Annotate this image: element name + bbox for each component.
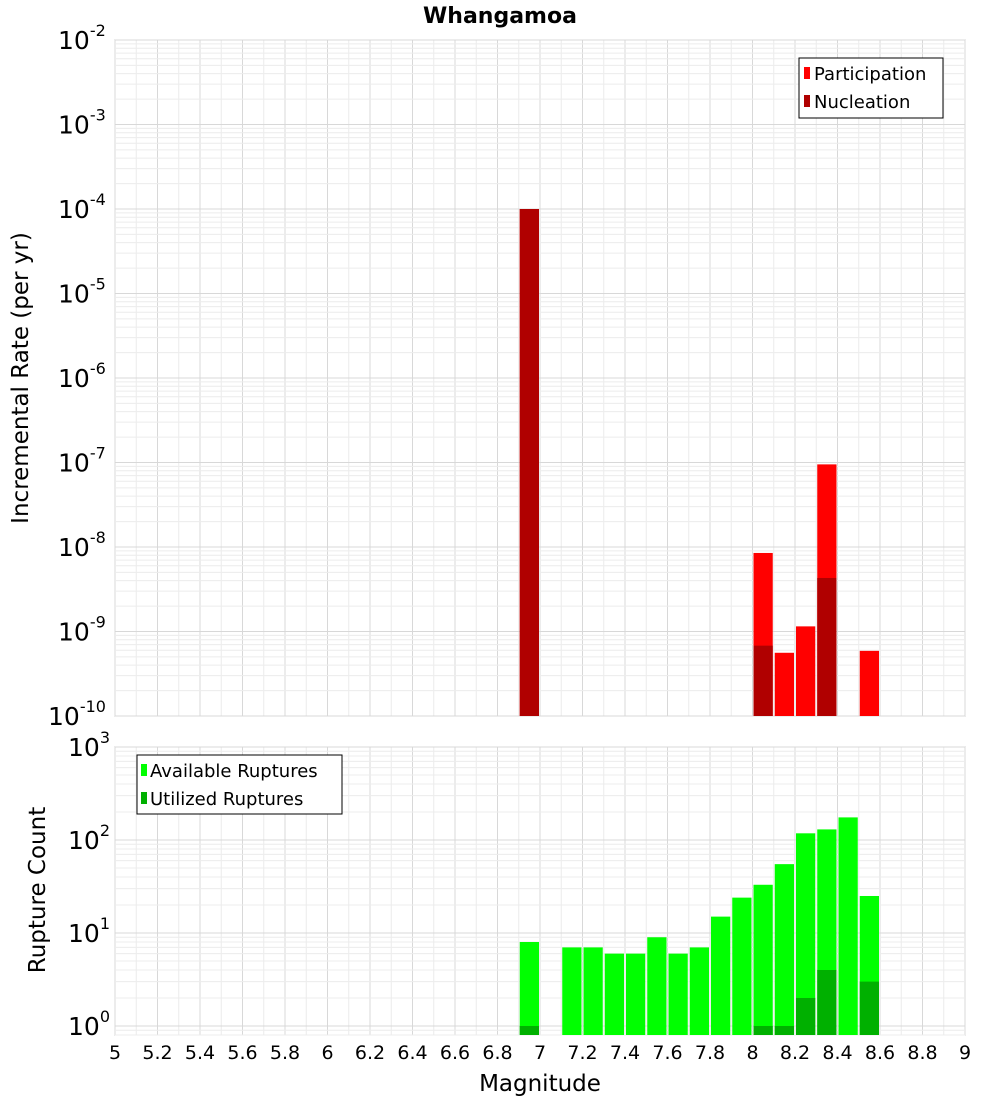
bottom-bar-available-ruptures — [583, 947, 603, 1035]
bottom-grid — [114, 746, 966, 1036]
legend-label-participation: Participation — [814, 64, 926, 85]
top-panel: 10-2 10-3 10-4 10-5 10-6 10-7 10-8 10-9 10-10 In… — [8, 21, 966, 731]
legend-label-available: Available Ruptures — [150, 761, 318, 782]
bottom-bar-available-ruptures — [774, 864, 794, 1035]
y-tick-label: 10-2 — [58, 21, 106, 55]
x-tick-labels: 5 5.2 5.4 5.6 5.8 6 6.2 6.4 6.6 6.8 7 7.2 7.4 7.6 7.8 8… — [109, 1042, 971, 1064]
x-tick-label: 6 — [321, 1042, 333, 1064]
x-tick-label: 8.6 — [865, 1042, 895, 1064]
chart-title: Whangamoa — [423, 4, 577, 29]
top-y-ticks: 10-2 10-3 10-4 10-5 10-6 10-7 10-8 10-9 10-10 — [48, 21, 106, 731]
y-tick-label: 10-8 — [58, 528, 106, 562]
bottom-bar-available-ruptures — [796, 833, 816, 1035]
top-bar-participation — [796, 626, 816, 716]
x-tick-label: 5.2 — [142, 1042, 172, 1064]
y-tick-label: 102 — [68, 821, 110, 855]
x-tick-label: 8.4 — [822, 1042, 852, 1064]
y-tick-label: 10-5 — [58, 275, 106, 309]
bottom-y-axis-label: Rupture Count — [25, 807, 51, 973]
x-tick-label: 7.2 — [567, 1042, 597, 1064]
x-tick-label: 7.6 — [652, 1042, 682, 1064]
top-bar-nucleation — [519, 209, 539, 716]
legend-label-nucleation: Nucleation — [814, 92, 910, 113]
x-tick-label: 8 — [746, 1042, 758, 1064]
bottom-panel: 103 102 101 100 Rupture Count Available Rup… — [25, 728, 966, 1041]
bottom-bar-available-ruptures — [519, 942, 539, 1035]
bottom-bar-available-ruptures — [711, 916, 731, 1035]
x-tick-label: 7 — [534, 1042, 546, 1064]
y-tick-label: 10-10 — [48, 697, 106, 731]
bottom-bar-utilized-ruptures — [859, 981, 879, 1035]
x-tick-label: 5 — [109, 1042, 121, 1064]
y-tick-label: 10-4 — [58, 190, 106, 224]
top-bar-nucleation — [817, 577, 837, 716]
bottom-bar-utilized-ruptures — [774, 1025, 794, 1035]
bottom-bar-utilized-ruptures — [796, 997, 816, 1035]
top-bars — [519, 209, 879, 716]
bottom-bar-available-ruptures — [626, 953, 646, 1035]
x-tick-label: 5.4 — [185, 1042, 215, 1064]
legend-swatch-utilized — [141, 792, 147, 804]
bottom-bar-available-ruptures — [668, 953, 688, 1035]
x-tick-label: 6.4 — [397, 1042, 427, 1064]
bottom-bar-available-ruptures — [562, 947, 582, 1035]
y-tick-label: 101 — [68, 914, 110, 948]
x-tick-label: 8.2 — [780, 1042, 810, 1064]
legend-swatch-available — [141, 764, 147, 776]
bottom-legend-box — [136, 754, 343, 815]
bottom-y-ticks: 103 102 101 100 — [68, 728, 110, 1041]
y-tick-label: 100 — [68, 1007, 110, 1041]
x-tick-label: 6.2 — [355, 1042, 385, 1064]
x-tick-label: 8.8 — [907, 1042, 937, 1064]
top-legend-box — [798, 57, 944, 119]
bottom-bar-available-ruptures — [689, 947, 709, 1035]
top-legend: Participation Nucleation — [798, 57, 944, 119]
x-tick-label: 7.8 — [695, 1042, 725, 1064]
x-tick-label: 6.8 — [482, 1042, 512, 1064]
top-y-axis-label: Incremental Rate (per yr) — [8, 232, 34, 524]
bottom-bar-available-ruptures — [647, 937, 667, 1035]
top-grid — [114, 39, 966, 717]
bottom-bar-utilized-ruptures — [817, 969, 837, 1035]
y-tick-label: 10-3 — [58, 106, 106, 140]
top-bar-participation — [774, 652, 794, 716]
legend-swatch-nucleation — [804, 95, 810, 107]
x-tick-label: 5.8 — [270, 1042, 300, 1064]
bottom-bar-utilized-ruptures — [753, 1025, 773, 1035]
x-tick-label: 5.6 — [227, 1042, 257, 1064]
top-bar-participation — [859, 650, 879, 716]
bottom-bar-utilized-ruptures — [519, 1025, 539, 1035]
x-tick-label: 6.6 — [440, 1042, 470, 1064]
x-axis-label: Magnitude — [479, 1071, 601, 1097]
y-tick-label: 103 — [68, 728, 110, 762]
y-tick-label: 10-7 — [58, 444, 106, 478]
x-tick-label: 7.4 — [610, 1042, 640, 1064]
y-tick-label: 10-9 — [58, 613, 106, 647]
bottom-legend: Available Ruptures Utilized Ruptures — [136, 754, 343, 815]
top-bar-nucleation — [753, 645, 773, 716]
legend-swatch-participation — [804, 67, 810, 79]
x-tick-label: 9 — [959, 1042, 971, 1064]
y-tick-label: 10-6 — [58, 359, 106, 393]
bottom-bar-available-ruptures — [604, 953, 624, 1035]
bottom-bars — [519, 817, 879, 1035]
bottom-bar-available-ruptures — [753, 884, 773, 1035]
bottom-bar-available-ruptures — [838, 817, 858, 1035]
legend-label-utilized: Utilized Ruptures — [150, 789, 303, 810]
bottom-bar-available-ruptures — [732, 897, 752, 1035]
